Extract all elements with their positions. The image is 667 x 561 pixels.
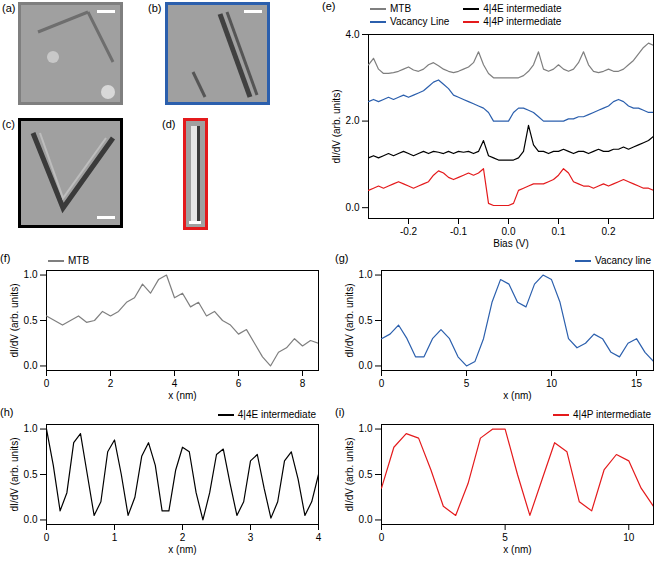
html-text:4|4E intermediate: 4|4E intermediate (237, 409, 316, 420)
svg-text:0: 0 (44, 378, 50, 389)
svg-text:0.5: 0.5 (359, 315, 373, 326)
svg-text:4: 4 (316, 532, 322, 543)
svg-text:-0.2: -0.2 (400, 226, 418, 237)
svg-text:15: 15 (631, 378, 643, 389)
html-text:(b): (b) (148, 2, 162, 14)
svg-text:0.5: 0.5 (24, 469, 38, 480)
svg-text:5: 5 (464, 378, 470, 389)
html-text:(c): (c) (2, 118, 15, 130)
svg-text:8: 8 (300, 378, 306, 389)
svg-text:6: 6 (236, 378, 242, 389)
svg-text:2: 2 (108, 378, 114, 389)
svg-text:0.0: 0.0 (502, 226, 516, 237)
svg-text:10: 10 (546, 378, 558, 389)
svg-text:1.0: 1.0 (24, 269, 38, 280)
svg-text:dI/dV (arb. units): dI/dV (arb. units) (9, 438, 20, 512)
html-text:(h): (h) (0, 406, 14, 418)
svg-text:2: 2 (180, 532, 186, 543)
html-text:4|4P intermediate: 4|4P intermediate (483, 16, 562, 27)
svg-text:3: 3 (248, 532, 254, 543)
svg-text:1.0: 1.0 (24, 423, 38, 434)
html-text:4|4E intermediate: 4|4E intermediate (483, 3, 562, 14)
svg-text:0.0: 0.0 (346, 202, 360, 213)
svg-text:1: 1 (112, 532, 118, 543)
svg-text:10: 10 (623, 532, 635, 543)
html-text:MTB: MTB (68, 255, 90, 266)
svg-text:dI/dV (arb. units): dI/dV (arb. units) (9, 284, 20, 358)
svg-text:1.0: 1.0 (359, 269, 373, 280)
svg-text:dI/dV (arb. units): dI/dV (arb. units) (331, 90, 342, 164)
svg-text:0: 0 (379, 532, 385, 543)
svg-text:x (nm): x (nm) (168, 544, 196, 555)
svg-text:0: 0 (44, 532, 50, 543)
html-text:(f): (f) (0, 252, 11, 264)
html-text:(d): (d) (162, 118, 176, 130)
svg-text:2.0: 2.0 (346, 115, 360, 126)
svg-text:0.5: 0.5 (359, 469, 373, 480)
svg-text:4: 4 (172, 378, 178, 389)
svg-text:0.0: 0.0 (24, 514, 38, 525)
html-text:Vacancy line: Vacancy line (595, 255, 651, 266)
svg-text:dI/dV (arb. units): dI/dV (arb. units) (344, 438, 355, 512)
svg-text:0.0: 0.0 (359, 360, 373, 371)
svg-text:-0.1: -0.1 (450, 226, 468, 237)
svg-text:Bias (V): Bias (V) (493, 238, 529, 249)
html-text:(a): (a) (2, 2, 16, 14)
html-text:MTB: MTB (390, 3, 412, 14)
svg-text:x (nm): x (nm) (503, 390, 531, 401)
svg-text:0.0: 0.0 (24, 360, 38, 371)
svg-text:1.0: 1.0 (359, 423, 373, 434)
html-text:(g): (g) (335, 252, 349, 264)
html-text:Vacancy Line: Vacancy Line (390, 16, 450, 27)
svg-text:x (nm): x (nm) (168, 390, 196, 401)
svg-text:dI/dV (arb. units): dI/dV (arb. units) (344, 284, 355, 358)
html-text:(i): (i) (335, 406, 345, 418)
html-text:(e): (e) (322, 0, 336, 12)
svg-text:0.0: 0.0 (359, 514, 373, 525)
svg-text:x (nm): x (nm) (503, 544, 531, 555)
svg-text:0.5: 0.5 (24, 315, 38, 326)
svg-text:0.1: 0.1 (552, 226, 566, 237)
svg-text:0.2: 0.2 (602, 226, 616, 237)
svg-text:0: 0 (379, 378, 385, 389)
svg-text:5: 5 (502, 532, 508, 543)
svg-text:4.0: 4.0 (346, 29, 360, 40)
html-text:4|4P intermediate: 4|4P intermediate (573, 409, 651, 420)
